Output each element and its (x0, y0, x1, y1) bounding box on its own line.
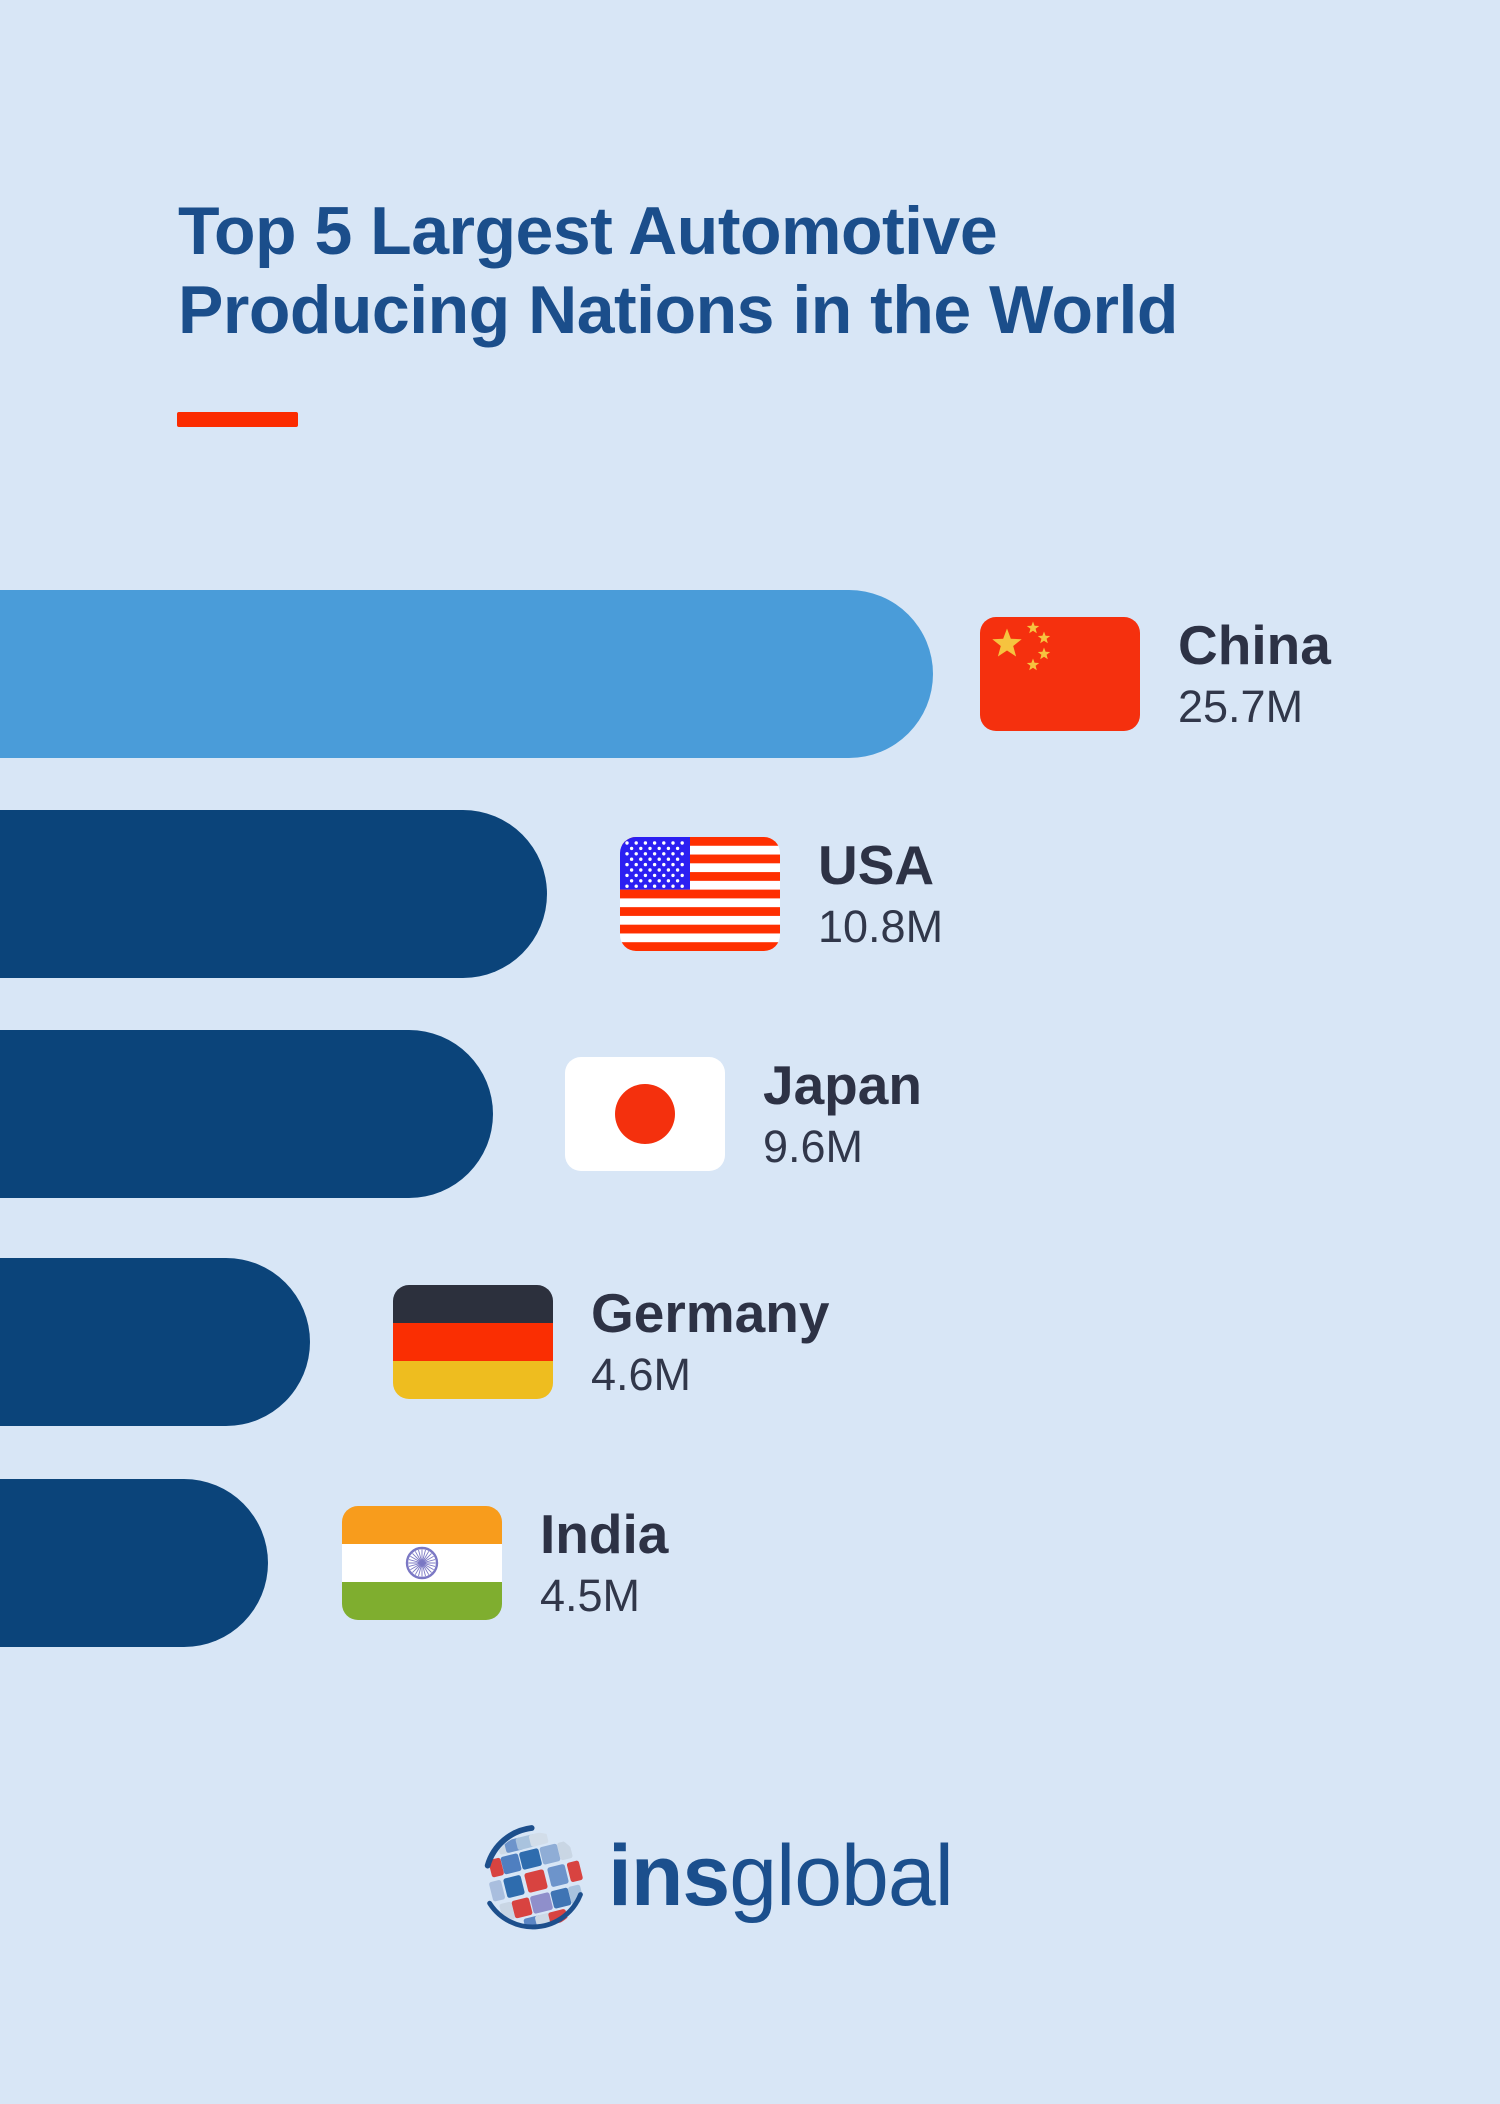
globe-icon (484, 1825, 584, 1931)
germany-flag-icon (393, 1285, 553, 1399)
china-bar (0, 590, 933, 758)
japan-bar (0, 1030, 493, 1198)
japan-flag-icon (565, 1057, 725, 1171)
bar-row-germany: Germany 4.6M (0, 1258, 1500, 1426)
country-name: India (540, 1502, 669, 1565)
country-value: 25.7M (1178, 681, 1304, 733)
bar-row-japan: Japan 9.6M (0, 1030, 1500, 1198)
page-title-line2: Producing Nations in the World (178, 271, 1178, 348)
usa-labels: USA 10.8M (818, 810, 943, 978)
germany-labels: Germany 4.6M (591, 1258, 829, 1426)
country-name: Germany (591, 1281, 830, 1344)
usa-flag-icon (620, 837, 780, 951)
china-flag-icon (980, 617, 1140, 731)
brand-bold: ins (608, 1828, 730, 1924)
brand-light: global (729, 1828, 954, 1924)
footer-logo: insglobal (478, 1822, 954, 1940)
india-labels: India 4.5M (540, 1479, 668, 1647)
bar-row-usa: USA 10.8M (0, 810, 1500, 978)
bar-row-india: India 4.5M (0, 1479, 1500, 1647)
china-labels: China 25.7M (1178, 590, 1331, 758)
bar-row-china: China 25.7M (0, 590, 1500, 758)
country-value: 4.6M (591, 1349, 692, 1401)
country-value: 9.6M (763, 1121, 864, 1173)
country-value: 4.5M (540, 1570, 641, 1622)
india-flag-icon (342, 1506, 502, 1620)
accent-divider (177, 412, 298, 427)
page-title-line1: Top 5 Largest Automotive (178, 193, 998, 269)
country-name: USA (818, 833, 935, 896)
usa-bar (0, 810, 547, 978)
page-title: Top 5 Largest Automotive Producing Natio… (178, 192, 1338, 350)
japan-labels: Japan 9.6M (763, 1030, 922, 1198)
country-value: 10.8M (818, 901, 944, 953)
india-bar (0, 1479, 268, 1647)
country-name: China (1178, 613, 1331, 676)
germany-bar (0, 1258, 310, 1426)
country-name: Japan (763, 1053, 922, 1116)
brand-wordmark: insglobal (608, 1833, 954, 1929)
